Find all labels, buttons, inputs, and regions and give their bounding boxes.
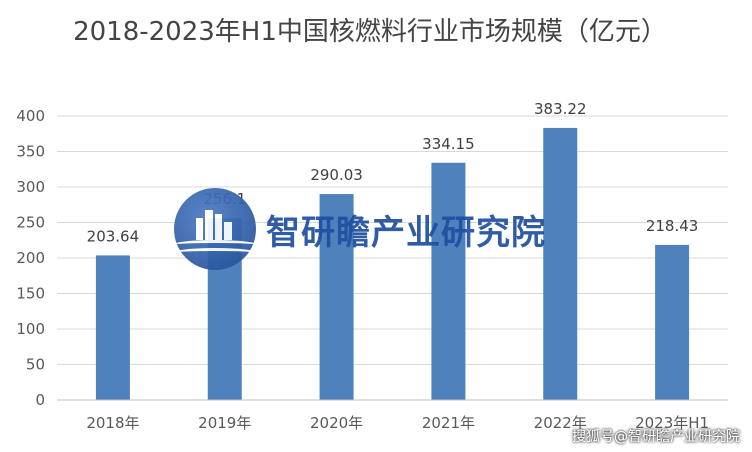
- data-label: 203.64: [87, 227, 140, 245]
- x-tick-label: 2023年H1: [635, 414, 709, 432]
- footer-credit: 搜狐号@智研瞻产业研究院: [572, 429, 740, 445]
- bar: [431, 162, 466, 400]
- bar: [95, 255, 130, 400]
- bar: [319, 194, 354, 400]
- y-tick-label: 50: [26, 356, 45, 374]
- chart-title: 2018-2023年H1中国核燃料行业市场规模（亿元）: [73, 17, 667, 47]
- bar: [543, 127, 578, 400]
- x-tick-label: 2020年: [310, 414, 363, 432]
- watermark-text: 智研瞻产业研究院: [266, 212, 546, 253]
- x-tick-label: 2021年: [422, 414, 475, 432]
- watermark-logo-icon: [174, 188, 256, 270]
- x-tick-label: 2018年: [86, 414, 139, 432]
- y-tick-label: 150: [16, 285, 45, 303]
- data-label: 218.43: [646, 217, 699, 235]
- x-tick-label: 2019年: [198, 414, 251, 432]
- y-tick-label: 250: [16, 214, 45, 232]
- data-label: 334.15: [422, 135, 475, 153]
- y-tick-label: 300: [16, 178, 45, 196]
- x-tick-label: 2022年: [534, 414, 587, 432]
- y-tick-label: 400: [16, 107, 45, 125]
- y-tick-label: 200: [16, 249, 45, 267]
- y-tick-label: 0: [35, 391, 45, 409]
- data-label: 290.03: [310, 166, 363, 184]
- data-label: 383.22: [534, 100, 587, 118]
- y-tick-label: 350: [16, 143, 45, 161]
- bar: [655, 244, 690, 400]
- y-tick-label: 100: [16, 320, 45, 338]
- watermark: 智研瞻产业研究院: [174, 188, 546, 270]
